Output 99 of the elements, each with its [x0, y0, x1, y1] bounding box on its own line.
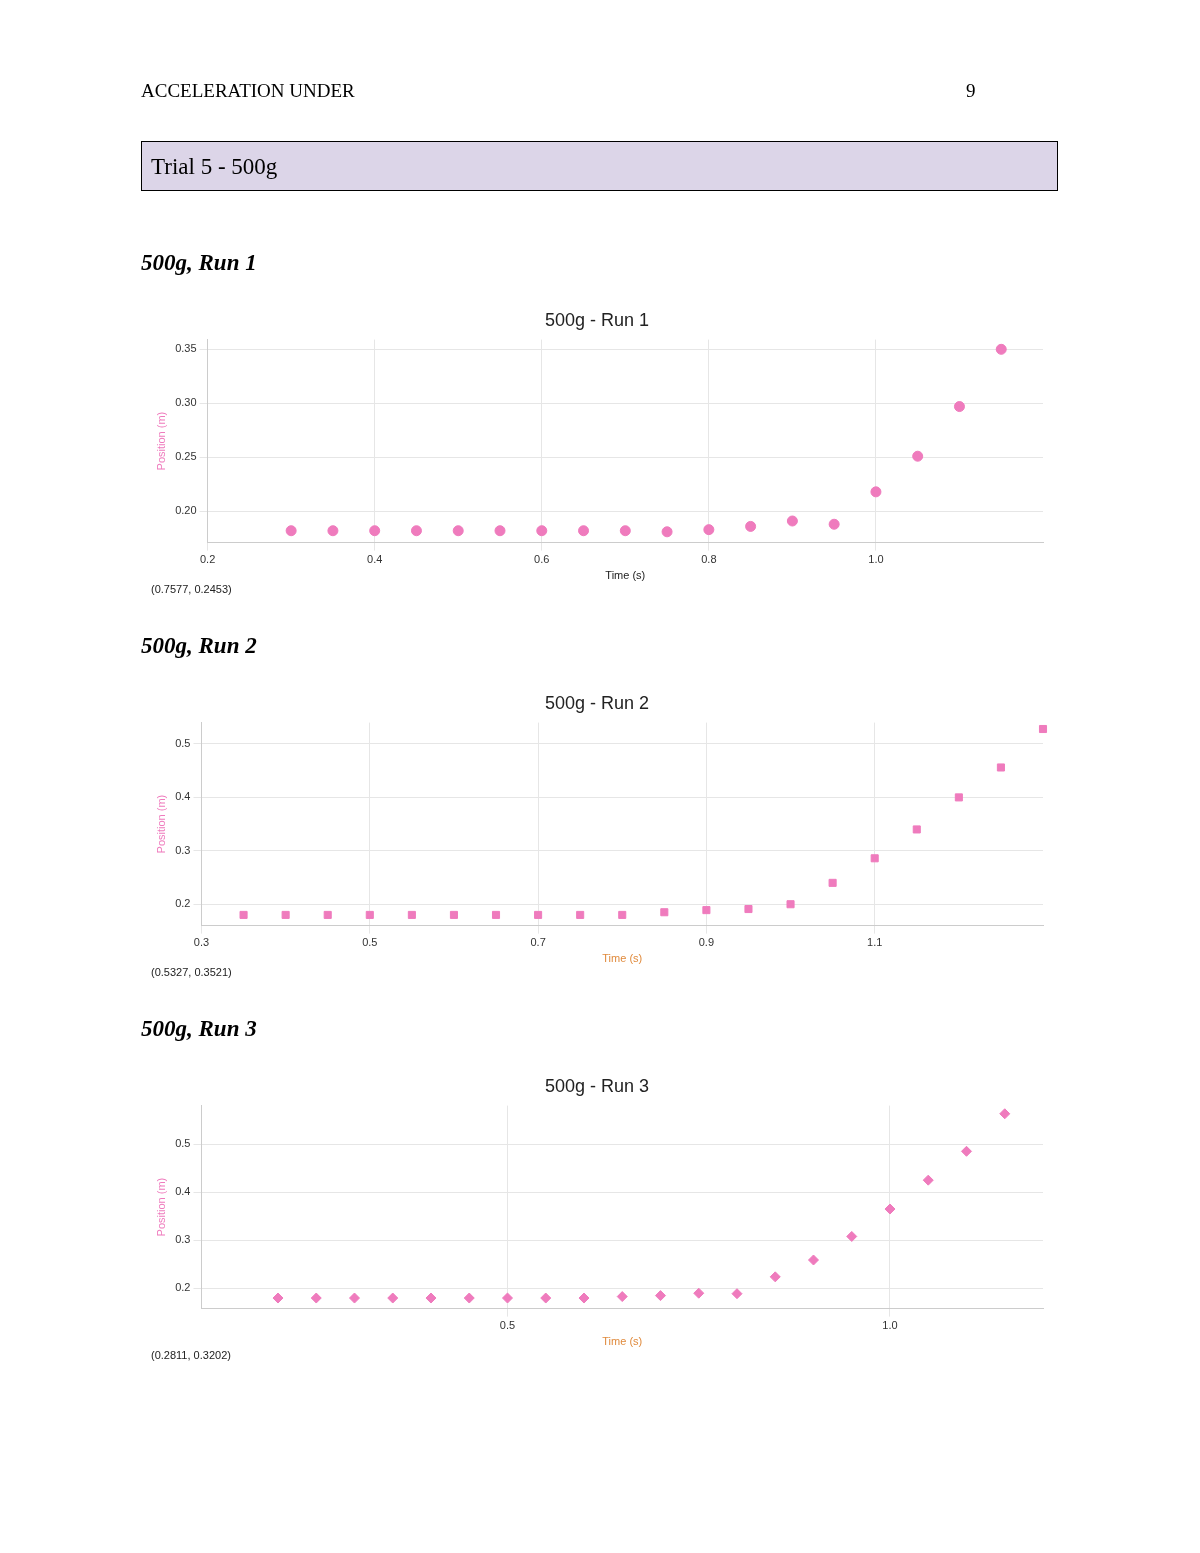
point — [536, 525, 548, 537]
y-tick-label: 0.2 — [175, 1281, 191, 1294]
y-tick-label: 0.25 — [175, 450, 197, 463]
point — [285, 525, 297, 537]
point — [995, 343, 1007, 355]
point — [463, 1292, 475, 1304]
x-tick-label: 0.3 — [193, 936, 210, 949]
point — [828, 518, 840, 530]
point — [660, 908, 669, 917]
text: (0.7577, 0.2453) — [151, 583, 232, 595]
text: (0.5327, 0.3521) — [151, 966, 232, 978]
point — [387, 1292, 399, 1304]
point — [703, 524, 715, 536]
x-tick-label: 0.2 — [199, 553, 216, 566]
x-tick-label: 0.7 — [530, 936, 546, 949]
x-tick-label: 0.9 — [698, 936, 715, 949]
x-tick-label: 0.8 — [701, 553, 717, 566]
point — [369, 525, 381, 537]
point — [745, 520, 757, 532]
y-tick-label: 0.4 — [175, 790, 191, 803]
point — [769, 1271, 781, 1283]
point — [449, 910, 458, 919]
y-tick-label: 0.35 — [175, 342, 197, 355]
point — [348, 1292, 360, 1304]
point — [786, 900, 795, 909]
chart-title: 500g - Run 2 — [544, 692, 650, 713]
point — [846, 1230, 858, 1242]
point — [996, 763, 1005, 772]
point — [870, 854, 879, 863]
x-tick-label: 1.0 — [882, 1319, 898, 1332]
chart-title: 500g - Run 3 — [544, 1075, 650, 1096]
y-axis-title: Position (m) — [154, 411, 167, 471]
chart-subtitle: 500g, Run 3 — [141, 1016, 258, 1042]
point — [618, 910, 627, 919]
x-axis-title: Time (s) — [602, 1335, 643, 1348]
x-tick-label: 0.6 — [534, 553, 550, 566]
point — [744, 905, 753, 914]
point — [870, 486, 882, 498]
chart-subtitle: 500g, Run 2 — [141, 633, 258, 659]
y-tick-label: 0.5 — [175, 1137, 191, 1150]
point — [616, 1291, 628, 1303]
point — [828, 878, 837, 887]
point — [655, 1290, 666, 1302]
point — [578, 525, 590, 537]
point — [327, 525, 339, 537]
point — [1038, 724, 1048, 734]
point — [731, 1288, 743, 1300]
y-tick-label: 0.30 — [175, 396, 197, 409]
point — [693, 1287, 705, 1299]
point — [365, 910, 374, 919]
point — [491, 910, 501, 919]
point — [540, 1292, 552, 1304]
point — [534, 910, 543, 919]
point — [619, 525, 631, 537]
y-tick-label: 0.3 — [175, 843, 191, 856]
text: ACCELERATION UNDER — [141, 80, 355, 102]
point — [578, 1292, 590, 1304]
chart-subtitle: 500g, Run 1 — [141, 250, 258, 276]
x-axis-title: Time (s) — [605, 569, 646, 582]
text: 9 — [966, 80, 976, 102]
point — [494, 525, 506, 537]
y-axis-title: Position (m) — [154, 1177, 167, 1237]
point — [808, 1254, 819, 1266]
point — [323, 910, 332, 919]
chart-title: 500g - Run 1 — [544, 309, 650, 330]
point — [239, 910, 248, 919]
x-tick-label: 1.1 — [867, 936, 883, 949]
point — [452, 525, 464, 537]
y-tick-label: 0.3 — [175, 1233, 191, 1246]
point — [425, 1292, 437, 1304]
x-tick-label: 0.5 — [362, 936, 378, 949]
y-tick-label: 0.5 — [175, 737, 191, 749]
point — [272, 1292, 284, 1304]
point — [410, 525, 422, 537]
x-tick-label: 1.0 — [868, 553, 884, 566]
text: Trial 5 - 500g — [141, 141, 1058, 191]
y-tick-label: 0.4 — [175, 1185, 191, 1198]
point — [922, 1174, 934, 1186]
point — [407, 910, 416, 919]
point — [310, 1292, 322, 1304]
text: (0.2811, 0.3202) — [151, 1349, 231, 1361]
x-axis-title: Time (s) — [602, 952, 643, 965]
point — [661, 526, 673, 538]
point — [912, 450, 924, 462]
point — [954, 793, 963, 802]
point — [502, 1292, 513, 1304]
x-tick-label: 0.4 — [367, 553, 383, 566]
point — [999, 1108, 1011, 1120]
point — [576, 910, 585, 919]
point — [702, 906, 711, 915]
point — [884, 1203, 896, 1215]
point — [281, 910, 290, 919]
point — [786, 515, 798, 527]
y-tick-label: 0.20 — [175, 504, 197, 517]
point — [953, 401, 965, 413]
point — [961, 1145, 972, 1157]
point — [912, 825, 921, 834]
y-axis-title: Position (m) — [154, 794, 167, 854]
y-tick-label: 0.2 — [175, 897, 191, 910]
